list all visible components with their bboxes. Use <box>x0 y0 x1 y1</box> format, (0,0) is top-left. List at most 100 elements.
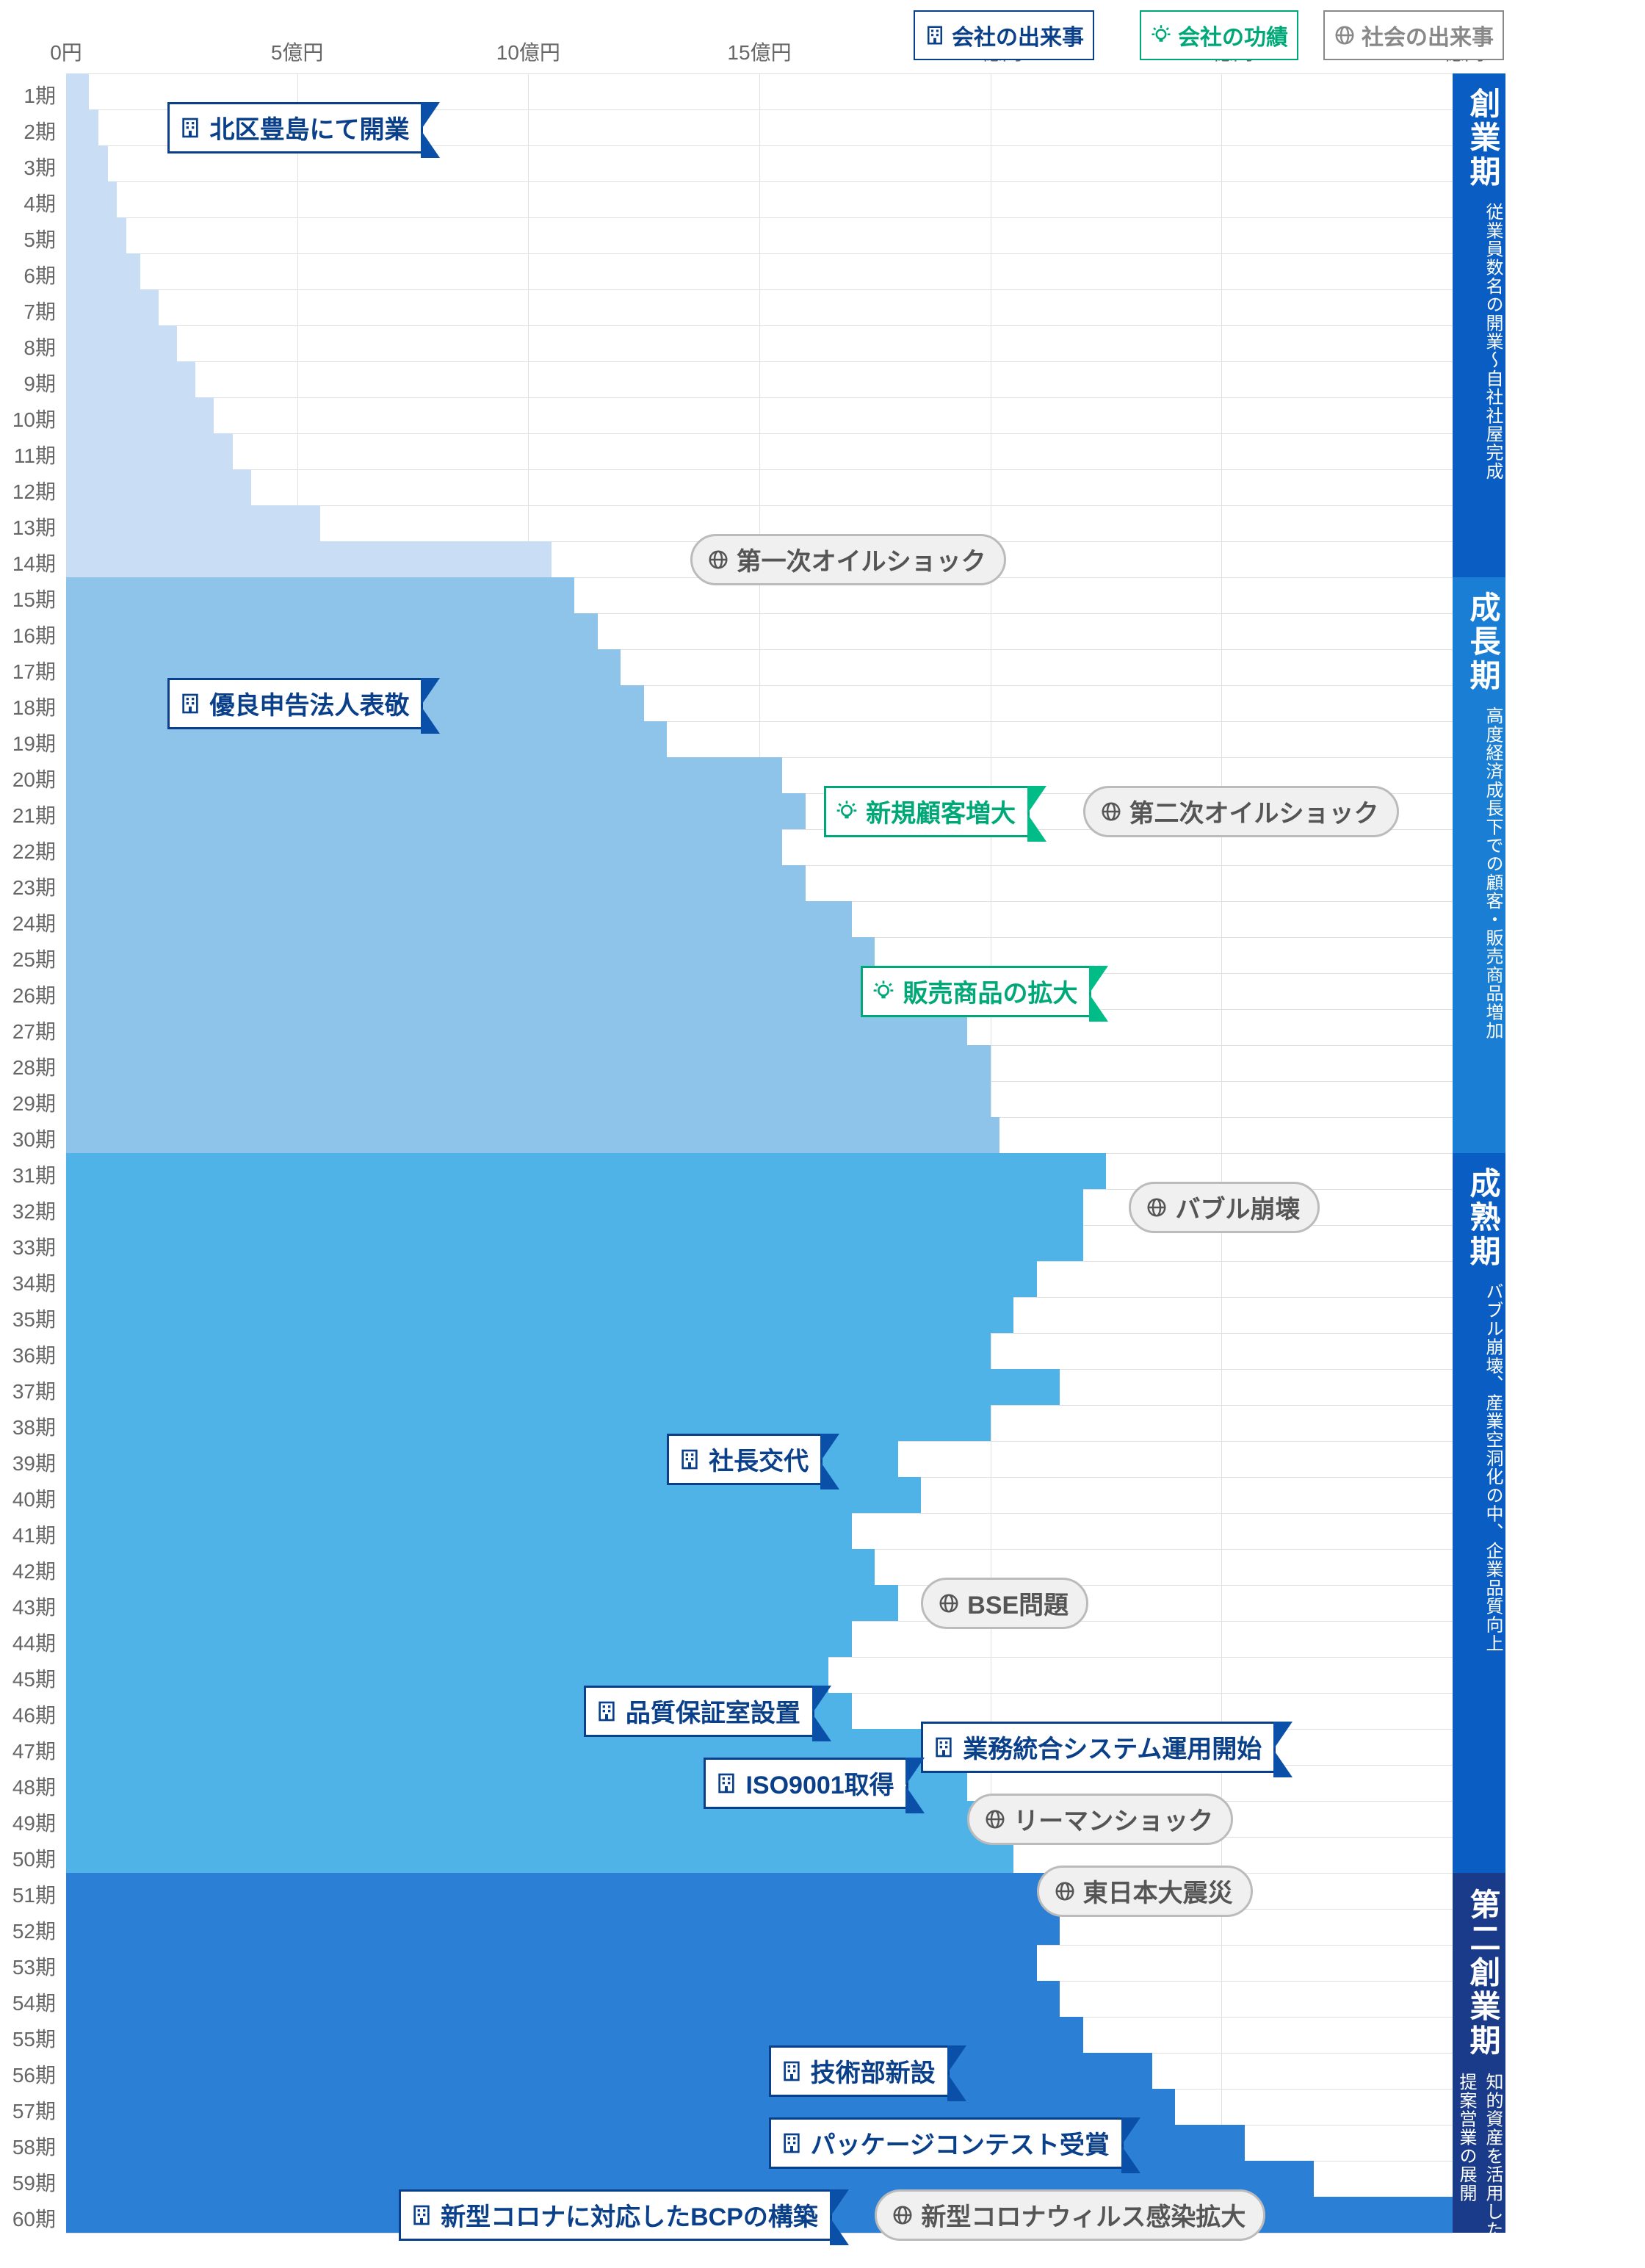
callout-label: 第一次オイルショック <box>737 541 986 577</box>
bar <box>66 325 177 361</box>
bar <box>66 289 159 325</box>
bar <box>66 1333 991 1369</box>
y-tick-label: 59期 <box>0 2167 56 2197</box>
legend-label: 社会の出来事 <box>1362 19 1494 51</box>
y-tick-label: 50期 <box>0 1843 56 1873</box>
y-tick-label: 16期 <box>0 620 56 649</box>
legend-society: 社会の出来事 <box>1323 10 1504 60</box>
y-tick-label: 30期 <box>0 1124 56 1153</box>
bar <box>66 757 782 793</box>
callout-label: リーマンショック <box>1013 1801 1213 1837</box>
callout-company: ISO9001取得 <box>704 1758 908 1809</box>
callout-label: 北区豊島にて開業 <box>209 109 409 145</box>
callout-flag <box>947 2045 966 2101</box>
bar <box>66 937 875 973</box>
callout-label: バブル崩壊 <box>1175 1189 1300 1225</box>
era-subtitle: 知的資産を活用した <box>1479 2073 1505 2239</box>
y-tick-label: 8期 <box>0 332 56 361</box>
society-icon <box>1100 801 1122 823</box>
bar <box>66 541 552 577</box>
y-tick-label: 55期 <box>0 2023 56 2053</box>
y-tick-label: 27期 <box>0 1016 56 1045</box>
x-tick-label: 5億円 <box>239 37 356 66</box>
callout-society: リーマンショック <box>967 1794 1233 1845</box>
callout-society: 東日本大震災 <box>1037 1866 1253 1917</box>
bar <box>66 829 782 865</box>
y-tick-label: 60期 <box>0 2203 56 2233</box>
y-tick-label: 45期 <box>0 1664 56 1693</box>
callout-flag <box>1121 2117 1140 2173</box>
bar <box>66 973 921 1009</box>
bar <box>66 109 98 145</box>
bar <box>66 1549 875 1585</box>
bar <box>66 1297 1013 1333</box>
era-subtitle: バブル崩壊、産業空洞化の中、企業品質向上 <box>1453 1282 1505 1653</box>
bar <box>66 1873 1083 1909</box>
bar <box>66 433 233 469</box>
callout-company: 優良申告法人表敬 <box>167 678 423 729</box>
bar <box>66 1837 1013 1873</box>
bar <box>66 361 195 397</box>
y-tick-label: 47期 <box>0 1736 56 1765</box>
y-tick-label: 29期 <box>0 1088 56 1117</box>
era-title: 創業期 <box>1453 85 1505 191</box>
callout-flag <box>421 102 440 158</box>
y-tick-label: 52期 <box>0 1915 56 1945</box>
y-tick-label: 58期 <box>0 2131 56 2161</box>
bar <box>66 73 89 109</box>
y-tick-label: 23期 <box>0 872 56 901</box>
bar <box>66 1153 1106 1189</box>
bar <box>66 253 140 289</box>
y-tick-label: 5期 <box>0 224 56 253</box>
bar <box>66 1585 898 1621</box>
legend-label: 会社の出来事 <box>952 19 1084 51</box>
y-tick-label: 51期 <box>0 1879 56 1909</box>
y-tick-label: 32期 <box>0 1196 56 1225</box>
callout-society: BSE問題 <box>921 1578 1088 1629</box>
y-tick-label: 7期 <box>0 296 56 325</box>
y-tick-label: 33期 <box>0 1232 56 1261</box>
bar <box>66 1405 991 1441</box>
company-icon <box>178 116 202 140</box>
callout-flag <box>820 1434 839 1489</box>
y-tick-label: 49期 <box>0 1807 56 1837</box>
y-tick-label: 28期 <box>0 1052 56 1081</box>
callout-flag <box>812 1686 831 1741</box>
achieve-icon <box>872 980 895 1003</box>
y-tick-label: 24期 <box>0 908 56 937</box>
bar <box>66 145 108 181</box>
callout-company: 新型コロナに対応したBCPの構築 <box>399 2189 832 2241</box>
bar <box>66 181 117 217</box>
y-tick-label: 34期 <box>0 1268 56 1297</box>
legend-company: 会社の出来事 <box>914 10 1094 60</box>
y-tick-label: 26期 <box>0 980 56 1009</box>
bar <box>66 1225 1083 1261</box>
bar <box>66 1945 1037 1981</box>
callout-label: 東日本大震災 <box>1083 1873 1233 1909</box>
bar <box>66 1045 991 1081</box>
callout-company: 技術部新設 <box>769 2045 950 2097</box>
society-icon <box>1334 24 1356 46</box>
y-tick-label: 56期 <box>0 2059 56 2089</box>
y-tick-label: 44期 <box>0 1628 56 1657</box>
y-tick-label: 20期 <box>0 764 56 793</box>
callout-label: 業務統合システム運用開始 <box>963 1729 1262 1765</box>
bar <box>66 901 852 937</box>
callout-label: 新型コロナに対応したBCPの構築 <box>441 2197 818 2233</box>
society-icon <box>707 549 729 571</box>
bar <box>66 217 126 253</box>
company-icon <box>780 2059 803 2083</box>
y-tick-label: 22期 <box>0 836 56 865</box>
bar <box>66 2053 1152 2089</box>
callout-label: ISO9001取得 <box>745 1765 894 1801</box>
y-tick-label: 53期 <box>0 1951 56 1981</box>
y-tick-label: 9期 <box>0 368 56 397</box>
y-tick-label: 57期 <box>0 2095 56 2125</box>
callout-company: 業務統合システム運用開始 <box>921 1722 1276 1773</box>
company-icon <box>678 1448 701 1471</box>
era-subtitle: 提案営業の展開 <box>1453 2073 1479 2202</box>
company-icon <box>178 692 202 715</box>
y-tick-label: 38期 <box>0 1412 56 1441</box>
y-tick-label: 17期 <box>0 656 56 685</box>
callout-label: BSE問題 <box>967 1585 1069 1621</box>
